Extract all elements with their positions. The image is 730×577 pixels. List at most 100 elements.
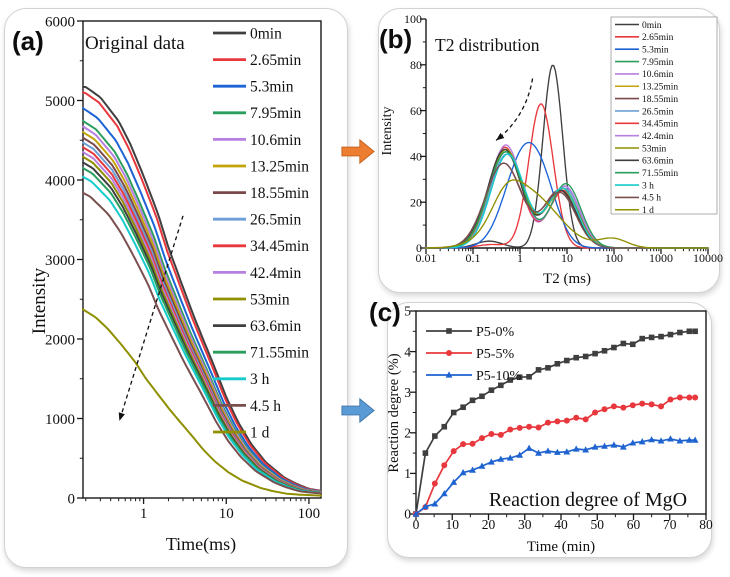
series-5.3min [82, 107, 322, 493]
triangle-marker [667, 435, 674, 442]
legend-label: 13.25min [642, 83, 678, 93]
legend-item: 53min [615, 144, 667, 154]
panel-a-chart: 1 10 1000100020003000400050006000Time(ms)I… [29, 14, 322, 555]
legend-item: 26.5min [213, 212, 301, 229]
legend-label: 71.55min [642, 169, 678, 179]
legend-box [610, 16, 718, 215]
panel-a-card: 1 10 100 0 1000 2000 3000 4000 5000 6000 Time(ms) I… [4, 8, 348, 568]
legend-label: 1 d [642, 206, 654, 216]
circle-marker [554, 418, 561, 425]
triangle-marker [638, 438, 646, 445]
legend-item: 1 d [615, 206, 654, 216]
legend-item: 42.4min [615, 132, 674, 142]
x-axis-title: T2 (ms) [543, 271, 591, 287]
legend-label: 5.3min [250, 79, 294, 96]
legend-label: 2.65min [250, 52, 301, 69]
square-marker [620, 340, 627, 347]
legend-label: 53min [250, 291, 290, 308]
orange-right-arrow-icon [341, 138, 375, 165]
legend-label: 34.45min [642, 120, 678, 130]
series-4.5 h [82, 191, 322, 495]
legend-item: 4.5 h [213, 398, 281, 415]
square-marker [658, 333, 664, 340]
legend-label: 3 h [642, 181, 654, 191]
legend-label: 26.5min [642, 107, 674, 117]
panel-c-label: (c) [369, 297, 401, 327]
legend-label: 5.3min [642, 46, 669, 56]
legend-item: 13.25min [213, 158, 309, 175]
x-tick-label: 1 [517, 251, 523, 265]
panel-a-label: (a) [12, 26, 44, 56]
legend-label: 26.5min [250, 212, 301, 229]
y-axis-title: Reaction degree (%) [386, 353, 402, 472]
circle-marker [620, 404, 627, 411]
y-axis-title: Intensity [29, 267, 50, 334]
series-2.65min [82, 91, 322, 493]
circle-marker [676, 394, 683, 401]
triangle-marker [450, 478, 458, 485]
legend-label: P5-0% [476, 325, 514, 340]
circle-marker [469, 440, 476, 447]
y-tick-label: 1000 [45, 412, 75, 428]
panel-b-legend: 0min 2.65min 5.3min 7.95min 10.6min 13.25min 1… [610, 16, 718, 216]
x-tick-label: 10000 [693, 251, 723, 265]
square-marker [692, 328, 698, 335]
x-tick-label: 80 [699, 517, 713, 532]
x-axis-title: Time (min) [527, 539, 595, 555]
legend-item: 2.65min [615, 33, 674, 43]
legend-label: 1 d [250, 424, 270, 441]
circle-marker [544, 419, 551, 426]
panel-b-label: (b) [379, 24, 413, 54]
x-tick-label: 0.1 [466, 251, 481, 265]
x-tick-label: 0 [413, 517, 420, 532]
triangle-marker [459, 468, 467, 476]
panel-b-card: 0.01 0.1 1 10 100 1000 10000 0 20 40 60 80 100 T2 (ms… [378, 8, 723, 293]
square-marker [554, 360, 561, 367]
legend-label: 53min [642, 144, 667, 154]
square-marker [564, 357, 570, 364]
legend-item: 0min [615, 21, 662, 31]
legend-label: 0min [250, 25, 282, 42]
y-tick-label: 4 [404, 344, 411, 359]
y-tick-label: 6000 [45, 14, 75, 30]
series-0min [82, 86, 322, 492]
legend-item: P5-5% [426, 347, 514, 362]
legend-label: 4.5 h [642, 194, 661, 204]
legend-label: 3 h [250, 371, 270, 388]
legend-item: 63.6min [615, 157, 674, 167]
triangle-marker [563, 448, 571, 455]
panel-b-chart: 0.01 0.1 1 10 100 1000 10000 0 20 40 60 80 100 T2 (ms… [380, 12, 723, 287]
legend-label: 18.55min [642, 95, 678, 105]
triangle-marker [676, 437, 684, 444]
triangle-marker [591, 443, 599, 450]
legend-item: 7.95min [615, 58, 674, 68]
circle-marker [610, 403, 617, 410]
triangle-marker [422, 503, 429, 510]
y-tick-label: 5 [404, 304, 411, 319]
square-marker [573, 354, 580, 361]
square-marker [677, 329, 683, 336]
x-tick-label: 70 [663, 517, 677, 532]
circle-marker [658, 403, 665, 410]
y-tick-label: 40 [410, 150, 422, 164]
circle-marker [686, 394, 693, 401]
legend-item: 42.4min [213, 265, 301, 282]
triangle-marker [657, 437, 665, 444]
square-marker [611, 344, 617, 351]
plot-frame [415, 310, 707, 515]
circle-marker [629, 402, 636, 409]
triangle-marker [601, 442, 608, 449]
circle-marker [526, 423, 533, 430]
y-tick-label: 0 [68, 491, 76, 507]
series-1 d [82, 308, 322, 497]
square-marker [545, 365, 551, 371]
legend-item: 18.55min [213, 185, 309, 202]
square-marker [639, 335, 645, 342]
triangle-marker [488, 458, 495, 465]
y-tick-label: 2 [404, 426, 411, 441]
legend-label: 7.95min [642, 58, 674, 68]
circle-marker [601, 406, 608, 413]
y-tick-label: 4000 [45, 173, 75, 189]
y-tick-label: 1 [404, 466, 411, 481]
circle-marker [446, 350, 452, 356]
